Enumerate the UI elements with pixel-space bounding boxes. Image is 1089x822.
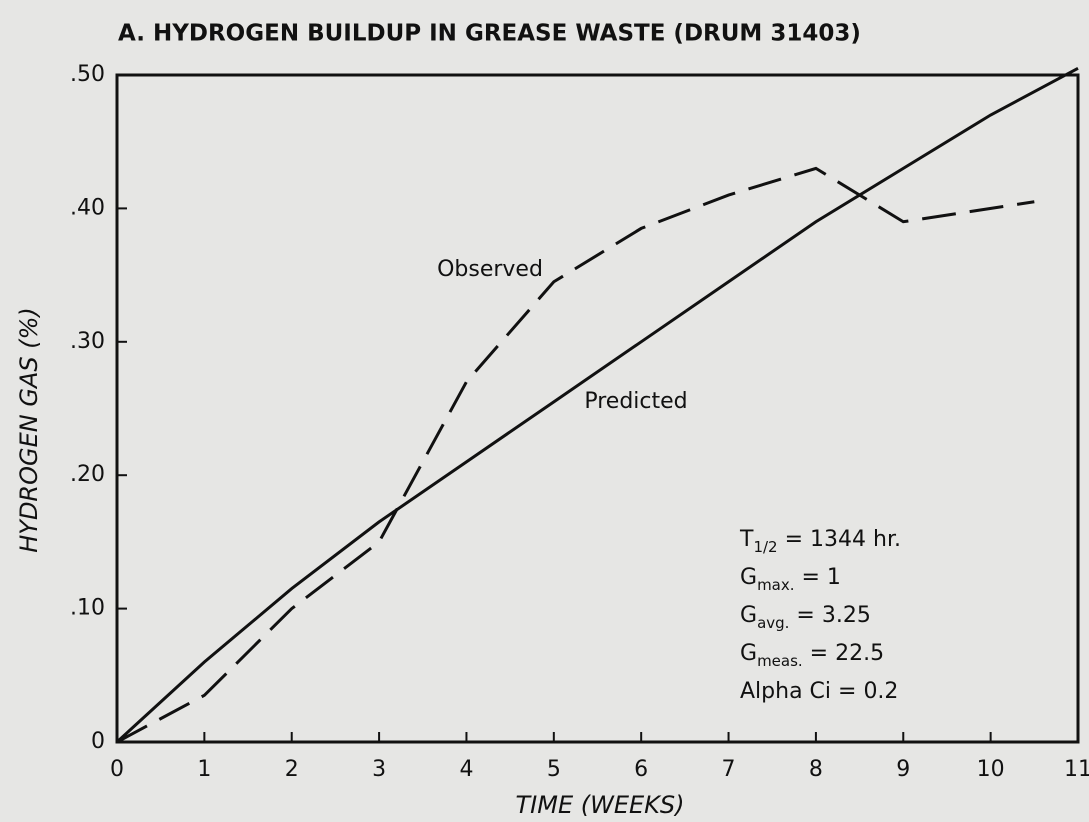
annotation-rest: = 22.5: [803, 641, 884, 666]
annotation-rest: = 3.25: [789, 603, 870, 628]
chart-title: A. HYDROGEN BUILDUP IN GREASE WASTE (DRU…: [118, 21, 861, 47]
annotation-main: Alpha Ci = 0.2: [740, 679, 898, 704]
x-tick-label: 11: [1064, 757, 1089, 782]
y-tick-label: .20: [70, 462, 105, 487]
x-tick-label: 1: [197, 757, 211, 782]
y-tick-label: .10: [70, 596, 105, 621]
annotation-main: T: [739, 527, 754, 552]
y-axis-label: HYDROGEN GAS (%): [15, 307, 43, 553]
annotation-rest: = 1: [795, 565, 841, 590]
y-tick-label: .40: [70, 195, 105, 220]
annotation-sub: 1/2: [753, 538, 777, 556]
x-tick-label: 4: [459, 757, 473, 782]
x-tick-label: 0: [110, 757, 124, 782]
annotation-sub: max.: [757, 576, 794, 594]
series-line: [116, 166, 1035, 744]
x-tick-label: 7: [722, 757, 736, 782]
x-tick-label: 3: [372, 757, 386, 782]
x-tick-label: 10: [977, 757, 1005, 782]
series-line: [115, 67, 1079, 744]
annotation: Gavg. = 3.25: [740, 603, 871, 632]
y-tick-label: .50: [70, 62, 105, 87]
annotation-main: G: [740, 565, 757, 590]
annotation: Gmeas. = 22.5: [740, 641, 884, 670]
x-axis-label: TIME (WEEKS): [516, 791, 685, 819]
annotation-main: G: [740, 641, 757, 666]
y-tick-label: 0: [91, 729, 105, 754]
annotation-main: G: [740, 603, 757, 628]
x-tick-label: 2: [285, 757, 299, 782]
plot-frame: [115, 73, 1080, 744]
annotation: Alpha Ci = 0.2: [740, 679, 898, 704]
x-tick-label: 5: [547, 757, 561, 782]
x-tick-label: 9: [896, 757, 910, 782]
annotation-rest: = 1344 hr.: [778, 527, 901, 552]
x-tick-label: 8: [809, 757, 823, 782]
y-tick-label: .30: [70, 329, 105, 354]
series-label: Predicted: [584, 389, 687, 414]
annotation-sub: meas.: [757, 652, 803, 670]
annotation: T1/2 = 1344 hr.: [739, 527, 901, 556]
annotation: Gmax. = 1: [740, 565, 841, 594]
x-tick-label: 6: [634, 757, 648, 782]
annotation-sub: avg.: [757, 614, 789, 632]
series-label: Observed: [437, 257, 543, 282]
